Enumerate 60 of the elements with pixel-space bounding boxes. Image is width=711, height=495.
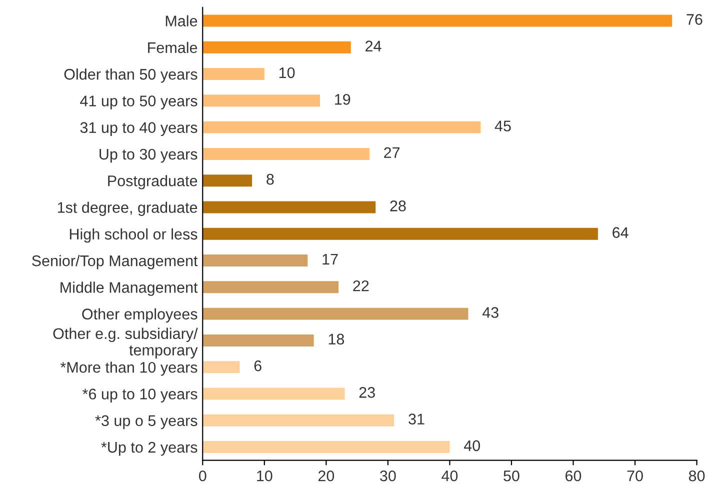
bar <box>202 441 450 454</box>
y-tick-label: Other e.g. subsidiary/ temporary <box>53 328 198 358</box>
bar <box>202 148 370 160</box>
x-tick-label: 60 <box>566 470 582 482</box>
data-label: 27 <box>384 147 400 158</box>
y-tick-label: Postgraduate <box>108 175 198 190</box>
y-tick-label: Male <box>166 15 198 26</box>
data-label: 18 <box>328 334 344 345</box>
bar <box>202 228 598 240</box>
x-tick-label: 80 <box>688 470 705 482</box>
x-tick-label: 20 <box>318 470 334 482</box>
x-tick-label: 70 <box>627 470 643 482</box>
data-label: 28 <box>390 200 406 212</box>
y-tick-label: *6 up to 10 years <box>82 388 198 402</box>
x-tick-label: 0 <box>198 470 206 482</box>
data-label: 76 <box>686 14 702 25</box>
bar <box>202 414 394 426</box>
y-tick-label: Female <box>148 42 198 54</box>
data-label: 31 <box>408 414 424 424</box>
data-label: 17 <box>322 254 338 264</box>
bar <box>202 254 308 267</box>
bar <box>202 361 240 374</box>
bar <box>202 174 252 187</box>
data-label: 40 <box>464 440 480 452</box>
data-label: 45 <box>494 120 511 132</box>
data-label: 24 <box>366 40 382 52</box>
y-tick-label: Middle Management <box>60 282 198 296</box>
y-tick-label: 31 up to 40 years <box>80 122 198 136</box>
y-tick-label: 41 up to 50 years <box>80 96 198 110</box>
bar <box>202 388 345 400</box>
y-tick-label: Other employees <box>82 308 198 323</box>
bar <box>202 14 672 27</box>
data-label: 8 <box>266 174 274 185</box>
x-tick-label: 50 <box>504 470 520 482</box>
y-tick-label: 1st degree, graduate <box>58 202 198 216</box>
y-tick-label: Senior/Top Management <box>32 254 198 270</box>
bar <box>202 334 314 346</box>
data-label: 22 <box>353 280 369 292</box>
y-tick-label: Older than 50 years <box>64 68 198 83</box>
y-tick-label: *Up to 2 years <box>101 442 198 456</box>
y-tick-label: Up to 30 years <box>100 148 198 163</box>
data-label: 64 <box>612 227 628 238</box>
bar <box>202 94 320 107</box>
x-tick-label: 30 <box>380 470 396 482</box>
data-label: 19 <box>335 94 350 105</box>
x-tick-label: 40 <box>442 470 458 482</box>
data-label: 43 <box>482 307 498 318</box>
y-tick-label: *3 up o 5 years <box>95 415 198 430</box>
data-label: 23 <box>359 387 375 398</box>
y-tick-label: High school or less <box>70 228 198 243</box>
data-label: 10 <box>279 67 295 78</box>
bar <box>202 68 264 80</box>
bar <box>202 121 481 134</box>
bar <box>202 281 339 294</box>
x-tick-label: 10 <box>257 470 272 482</box>
bar <box>202 308 468 320</box>
data-label: 6 <box>254 360 262 372</box>
bar <box>202 201 376 214</box>
bar <box>202 41 351 54</box>
y-tick-label: *More than 10 years <box>60 362 198 376</box>
